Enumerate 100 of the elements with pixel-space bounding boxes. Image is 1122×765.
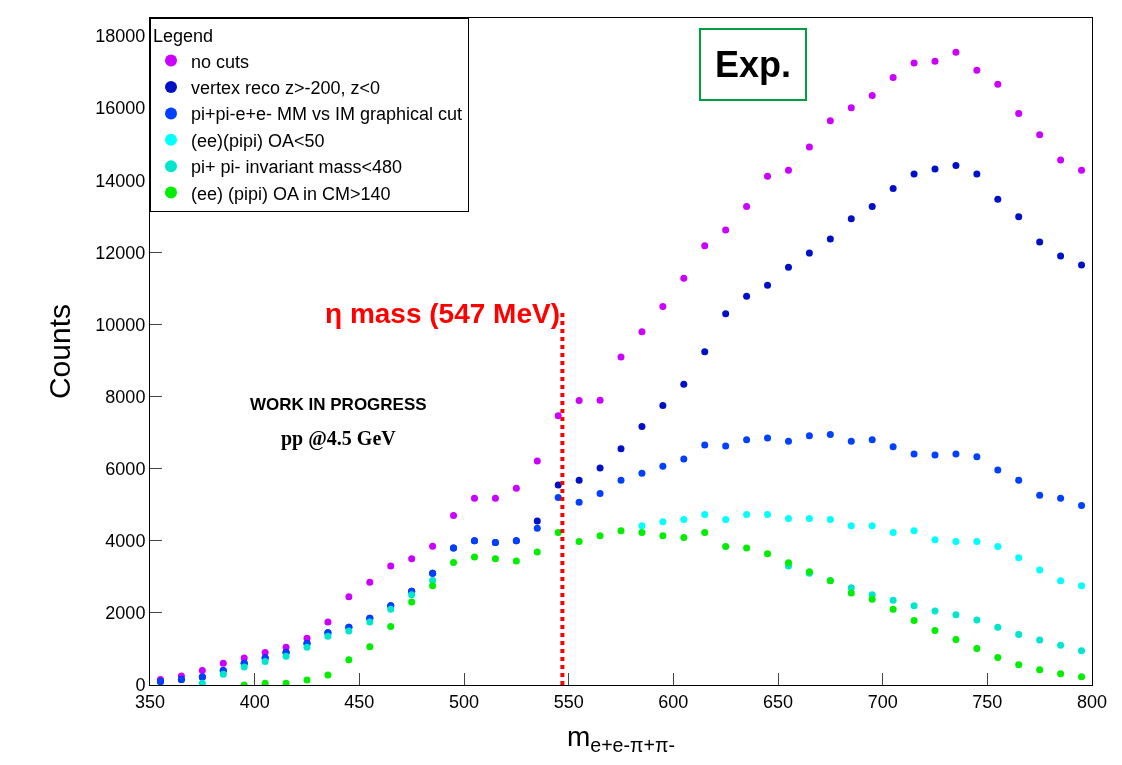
point	[847, 437, 855, 445]
point	[764, 434, 772, 442]
point	[680, 274, 688, 282]
point	[1057, 577, 1065, 585]
point	[1078, 501, 1086, 509]
legend-title: Legend	[153, 26, 214, 47]
point	[994, 195, 1002, 203]
point	[889, 73, 897, 81]
point	[429, 582, 437, 590]
point	[701, 441, 709, 449]
point	[1015, 476, 1023, 484]
point	[931, 451, 939, 459]
point	[722, 543, 730, 551]
legend-label: no cuts	[191, 51, 250, 72]
point	[680, 455, 688, 463]
point	[868, 92, 876, 100]
point	[994, 466, 1002, 474]
point	[973, 170, 981, 178]
point	[638, 469, 646, 477]
legend-label: pi+pi-e+e- MM vs IM graphical cut	[191, 104, 463, 125]
point	[1036, 491, 1044, 499]
point	[973, 538, 981, 545]
point	[889, 596, 897, 604]
point	[324, 671, 332, 679]
ref-line-label: η mass (547 MeV)	[325, 298, 560, 329]
point	[450, 558, 458, 566]
point	[994, 654, 1002, 662]
point	[868, 595, 876, 603]
point	[387, 623, 395, 631]
point	[470, 494, 478, 502]
point	[805, 143, 813, 151]
point	[1078, 166, 1086, 174]
point	[533, 517, 541, 525]
point	[1078, 673, 1086, 681]
point	[847, 522, 855, 530]
point	[282, 679, 290, 685]
point	[701, 348, 709, 356]
point	[533, 457, 541, 465]
point	[743, 510, 751, 518]
point	[659, 532, 667, 540]
point	[219, 659, 227, 667]
point	[533, 524, 541, 532]
point	[1057, 252, 1065, 260]
x-tick-label: 550	[553, 691, 584, 712]
point	[805, 249, 813, 257]
point	[952, 611, 960, 619]
point	[1015, 213, 1023, 221]
point	[889, 528, 897, 536]
point	[261, 658, 269, 666]
point	[952, 450, 960, 458]
point	[1078, 582, 1086, 590]
point	[784, 166, 792, 174]
point	[680, 516, 688, 524]
point	[764, 172, 772, 180]
point	[868, 522, 876, 530]
point	[680, 534, 688, 542]
x-tick-label: 600	[658, 691, 689, 712]
point	[659, 302, 667, 310]
point	[764, 281, 772, 289]
point	[638, 422, 646, 430]
point	[743, 203, 751, 211]
point	[408, 598, 416, 606]
point	[701, 242, 709, 250]
point	[952, 538, 960, 545]
point	[491, 555, 499, 563]
point	[659, 402, 667, 410]
annotation: pp @4.5 GeV	[281, 427, 397, 450]
point	[931, 165, 939, 173]
point	[784, 514, 792, 522]
point	[1078, 647, 1086, 655]
point	[764, 550, 772, 558]
x-tick-label: 450	[344, 691, 375, 712]
point	[429, 542, 437, 550]
point	[701, 510, 709, 518]
point	[261, 649, 269, 657]
point	[450, 512, 458, 520]
point	[910, 170, 918, 178]
annotation: Exp.	[715, 44, 792, 85]
point	[805, 514, 813, 522]
point	[994, 543, 1002, 551]
point	[743, 436, 751, 444]
point	[847, 584, 855, 592]
point	[617, 445, 625, 453]
x-axis-title: m$_{e+e-π+π-}$	[566, 720, 676, 756]
point	[659, 518, 667, 526]
point	[1036, 566, 1044, 574]
point	[994, 623, 1002, 631]
point	[659, 462, 667, 470]
point	[952, 48, 960, 56]
point	[931, 627, 939, 635]
point	[366, 578, 374, 586]
point	[638, 328, 646, 336]
point	[910, 527, 918, 535]
point	[701, 528, 709, 536]
point	[575, 476, 583, 484]
y-tick-label: 8000	[105, 386, 146, 407]
point	[889, 443, 897, 451]
point	[931, 536, 939, 544]
point	[826, 235, 834, 243]
point	[1057, 641, 1065, 649]
